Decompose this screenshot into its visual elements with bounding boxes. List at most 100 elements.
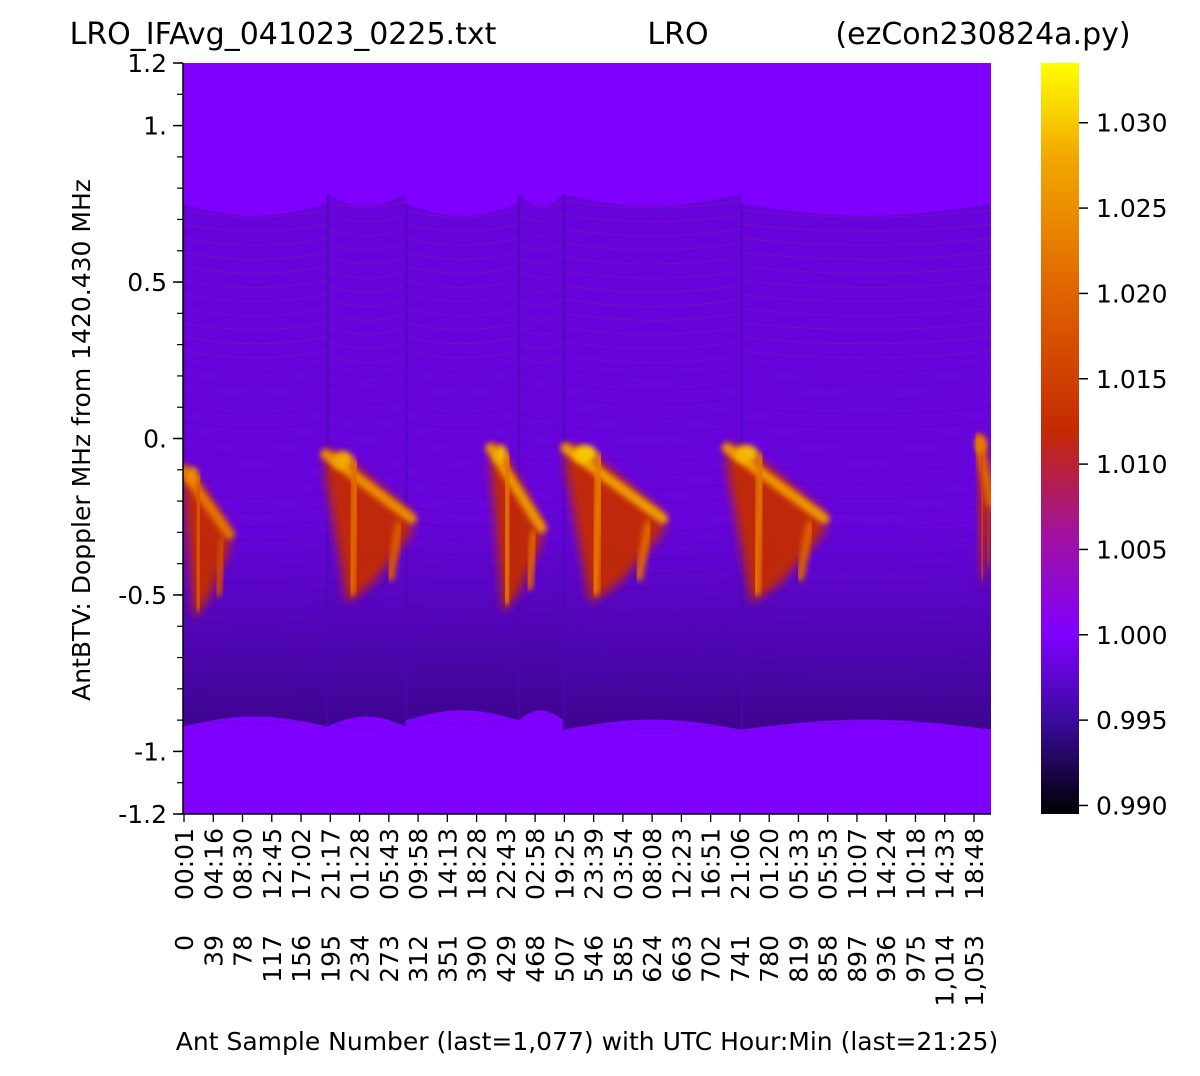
striation-line — [183, 688, 328, 697]
striation-line — [326, 425, 406, 434]
x-tick-sample-label: 468 — [521, 935, 550, 983]
y-tick-label: 0.5 — [127, 268, 167, 297]
emission-glow — [726, 441, 825, 604]
emission-arm-lower — [751, 453, 766, 596]
striation-line — [518, 453, 564, 462]
x-tick-sample-label: 273 — [375, 935, 404, 983]
striation-line — [326, 327, 406, 335]
striation-line — [405, 223, 519, 232]
striation-line — [518, 693, 564, 701]
striation-line — [183, 209, 328, 218]
striation-line — [183, 716, 328, 725]
striation-line — [518, 425, 564, 434]
striation-line — [183, 618, 328, 626]
x-tick-sample-label: 858 — [814, 935, 843, 983]
striation-line — [741, 209, 991, 218]
striation-line — [741, 266, 991, 274]
striation-line — [518, 650, 564, 659]
striation-line — [741, 294, 991, 302]
striation-line — [405, 420, 519, 429]
striation-line — [405, 251, 519, 260]
x-tick-time-label: 02:58 — [521, 828, 550, 900]
emission-feature — [183, 463, 235, 619]
y-axis: 1.2 1. 0.5 0. -0.5 -1. -1.2 — [118, 49, 184, 829]
striation-line — [183, 294, 328, 302]
striation-line — [183, 237, 328, 246]
emission-core — [186, 466, 199, 485]
striation-line — [741, 674, 991, 683]
striation-line — [741, 463, 991, 471]
x-tick-time-label: 14:24 — [872, 828, 901, 900]
striation-line — [563, 425, 742, 434]
striation-line — [741, 378, 991, 387]
x-tick-time-label: 04:16 — [199, 828, 228, 900]
striation-line — [326, 270, 406, 279]
striation-line — [741, 223, 991, 232]
striation-line — [741, 589, 991, 598]
striation-line — [183, 336, 328, 345]
y-tick-label: -0.5 — [118, 581, 167, 610]
x-tick-sample-label: 663 — [667, 935, 696, 983]
striation-line — [563, 312, 742, 321]
striation-line — [741, 449, 991, 457]
striation-line — [563, 693, 742, 701]
x-tick-sample-label: 702 — [697, 935, 726, 983]
striation-line — [518, 397, 564, 406]
striation-line — [326, 341, 406, 349]
x-tick-time-label: 05:43 — [375, 828, 404, 900]
striation-line — [183, 350, 328, 359]
x-tick-time-label: 03:54 — [609, 828, 638, 900]
colorbar: 0.990 0.995 1.000 1.005 1.010 1.015 1.020 1.025… — [1041, 63, 1168, 820]
striation-line — [741, 618, 991, 626]
x-tick-time-label: 12:45 — [258, 828, 287, 900]
chart-title-center: LRO — [647, 17, 708, 52]
emission-core — [494, 444, 507, 463]
y-tick-label: -1.2 — [118, 800, 167, 829]
striation-line — [563, 341, 742, 349]
striation-line — [563, 397, 742, 406]
x-tick-time-label: 09:58 — [404, 828, 433, 900]
emission-arm-lower — [192, 475, 204, 612]
striation-line — [563, 214, 742, 223]
x-tick-time-label: 01:28 — [346, 828, 375, 900]
striation-line — [326, 369, 406, 378]
striation-line — [741, 364, 991, 373]
striation-line — [518, 327, 564, 335]
striation-line — [326, 665, 406, 673]
striation-line — [563, 242, 742, 251]
striation-line — [326, 622, 406, 631]
striation-line — [563, 383, 742, 392]
emission-arm-tail — [796, 520, 814, 582]
striation-line — [326, 242, 406, 251]
striation-line — [563, 721, 742, 730]
striation-line — [741, 237, 991, 246]
striation-line — [563, 284, 742, 293]
colorbar-tick-label: 1.025 — [1096, 194, 1168, 223]
colorbar-tick-label: 1.020 — [1096, 279, 1168, 308]
striation-line — [405, 280, 519, 288]
striation-line — [405, 716, 519, 725]
striation-line — [326, 608, 406, 617]
striation-line — [741, 632, 991, 640]
chart-title-left: LRO_IFAvg_041023_0225.txt — [70, 17, 497, 52]
striation-line — [405, 308, 519, 316]
x-tick-sample-label: 507 — [550, 935, 579, 983]
emission-feature — [320, 448, 417, 604]
x-tick-sample-label: 936 — [872, 935, 901, 983]
striation-line — [563, 369, 742, 378]
colorbar-gradient — [1041, 63, 1079, 814]
striation-line — [563, 228, 742, 237]
emission-arm-lower — [346, 459, 361, 596]
striation-line — [741, 350, 991, 359]
x-tick-time-label: 17:02 — [287, 828, 316, 900]
emission-core — [573, 444, 597, 463]
striation-line — [405, 632, 519, 640]
striation-line — [563, 608, 742, 617]
x-tick-sample-label: 780 — [755, 935, 784, 983]
striation-line — [183, 406, 328, 415]
striation-line — [405, 237, 519, 246]
x-tick-sample-label: 39 — [199, 935, 228, 967]
emission-arm-tail — [634, 520, 653, 582]
striation-line — [741, 688, 991, 697]
striation-line — [741, 251, 991, 260]
